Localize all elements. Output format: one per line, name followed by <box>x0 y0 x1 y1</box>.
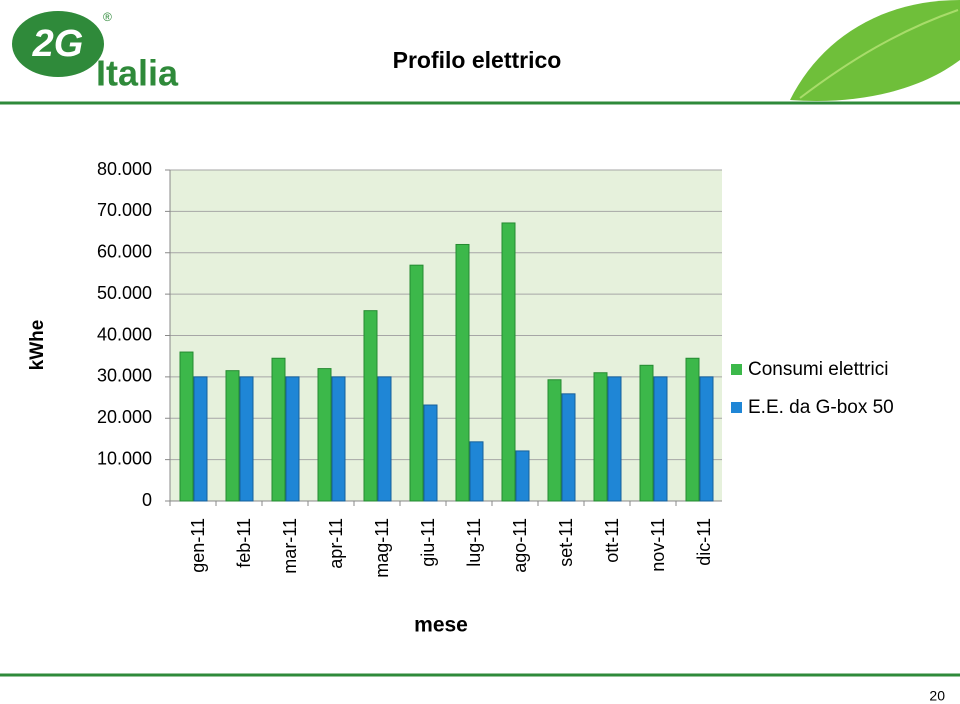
x-tick-label: mar-11 <box>280 518 300 574</box>
bar <box>547 379 562 502</box>
y-tick-label: 0 <box>142 490 152 510</box>
chart: 0 10.000 20.000 30.000 40.000 50.000 60.000 70.… <box>97 159 894 578</box>
x-tick-label: feb-11 <box>234 518 254 568</box>
logo-badge <box>12 11 104 77</box>
chart-title: Profilo elettrico <box>393 47 562 73</box>
x-axis-label: mese <box>414 614 468 637</box>
x-tick-label: giu-11 <box>418 518 438 567</box>
logo-name: Italia <box>96 53 179 94</box>
bar <box>515 450 530 502</box>
bar <box>193 376 208 502</box>
legend-label: E.E. da G-box 50 <box>748 397 894 418</box>
x-tick-label: lug-11 <box>464 518 484 567</box>
x-tick-label: mag-11 <box>372 518 392 578</box>
x-tick-label: dic-11 <box>694 518 714 566</box>
bar <box>423 404 438 502</box>
bar <box>225 370 240 502</box>
y-tick-label: 60.000 <box>97 242 152 262</box>
leaf-vein <box>799 9 959 99</box>
bar <box>317 368 332 502</box>
logo-mark: 2G <box>32 23 84 65</box>
bar <box>607 376 622 502</box>
bar <box>455 243 470 502</box>
y-tick-label: 80.000 <box>97 159 152 179</box>
y-tick-label: 40.000 <box>97 324 152 344</box>
bar <box>285 376 300 502</box>
y-tick-label: 50.000 <box>97 283 152 303</box>
bar <box>469 441 484 502</box>
x-tick-label: ott-11 <box>602 518 622 563</box>
x-tick-label: nov-11 <box>648 518 668 572</box>
bar <box>653 376 668 502</box>
legend-swatch <box>731 402 742 413</box>
bar <box>377 376 392 502</box>
bar <box>699 376 714 502</box>
bar <box>239 376 254 502</box>
y-tick-label: 10.000 <box>97 448 152 468</box>
bar <box>331 376 346 502</box>
bar <box>363 310 378 502</box>
bar <box>561 393 576 502</box>
bar <box>409 264 424 502</box>
x-tick-label: apr-11 <box>326 518 346 569</box>
x-tick-label: ago-11 <box>510 518 530 573</box>
bar <box>685 357 700 502</box>
page-number: 20 <box>929 688 945 704</box>
bar <box>639 364 654 502</box>
bar <box>179 351 194 502</box>
y-axis-label: kWhe <box>27 320 48 371</box>
bar <box>501 222 516 502</box>
y-tick-label: 70.000 <box>97 200 152 220</box>
logo-registered: ® <box>103 10 112 24</box>
x-tick-label: set-11 <box>556 518 576 567</box>
x-tick-label: gen-11 <box>188 518 208 573</box>
y-tick-label: 30.000 <box>97 366 152 386</box>
bar <box>271 357 286 502</box>
legend-label: Consumi elettrici <box>748 359 888 380</box>
y-tick-label: 20.000 <box>97 407 152 427</box>
legend-swatch <box>731 364 742 375</box>
bar <box>593 372 608 502</box>
